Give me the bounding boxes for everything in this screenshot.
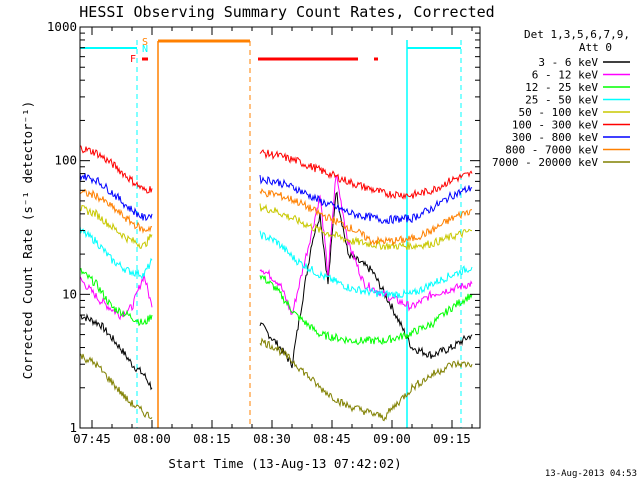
legend-title-line1: Det 1,3,5,6,7,9,: [524, 28, 630, 41]
legend-entry-label: 3 - 6 keV: [538, 56, 598, 69]
series-line-6-1: [259, 174, 473, 225]
series-line-1-0: [79, 273, 153, 321]
series-line-7-1: [259, 187, 473, 247]
series-line-8-1: [259, 337, 473, 422]
y-tick-label: 10: [62, 286, 77, 301]
legend-entry-label: 300 - 800 keV: [512, 131, 598, 144]
x-tick-label: 08:15: [193, 431, 231, 446]
series-line-4-0: [79, 204, 153, 250]
legend-title-line2: Att 0: [579, 41, 612, 54]
series-line-5-1: [259, 149, 473, 200]
y-tick-label: 1: [69, 420, 77, 435]
x-tick-label: 08:45: [313, 431, 351, 446]
series-line-4-1: [259, 203, 472, 251]
attenuator-flags: SNF: [80, 37, 462, 428]
legend-entry-label: 100 - 300 keV: [512, 119, 598, 132]
series-line-3-1: [259, 230, 473, 299]
x-tick-label: 09:00: [373, 431, 411, 446]
y-tick-label: 1000: [47, 19, 77, 34]
series-line-0-0: [79, 313, 153, 391]
series-line-1-1: [259, 175, 473, 316]
legend-entry-label: 12 - 25 keV: [525, 81, 598, 94]
footer-date: 13-Aug-2013 04:53: [545, 469, 637, 479]
x-tick-label: 07:45: [73, 431, 111, 446]
series-line-0-1: [259, 191, 473, 369]
series-line-2-0: [79, 267, 153, 327]
flag-s-label: S: [142, 37, 148, 48]
series-line-7-0: [79, 188, 153, 234]
x-tick-label: 08:30: [253, 431, 291, 446]
series-line-5-0: [79, 145, 153, 194]
series-line-2-1: [259, 275, 473, 346]
series-line-8-0: [79, 353, 153, 420]
legend-entry-label: 50 - 100 keV: [519, 106, 599, 119]
flag-f-label: F: [130, 54, 136, 65]
series-layer: [79, 145, 473, 422]
legend-entry-label: 7000 - 20000 keV: [492, 156, 598, 169]
x-tick-label: 09:15: [433, 431, 471, 446]
x-tick-label: 08:00: [133, 431, 171, 446]
legend-entry-label: 6 - 12 keV: [532, 69, 599, 82]
legend-entry-label: 800 - 7000 keV: [505, 144, 598, 157]
series-line-3-0: [79, 226, 153, 280]
y-tick-label: 100: [54, 153, 77, 168]
plot-frame: [79, 26, 481, 429]
legend-entry-label: 25 - 50 keV: [525, 94, 598, 107]
y-axis-label: Corrected Count Rate (s⁻¹ detector⁻¹): [20, 101, 35, 379]
axes: 07:45 08:00 08:15 08:30 08:45 09:00 09:15 1 10 10…: [47, 19, 481, 446]
x-axis-label: Start Time (13-Aug-13 07:42:02): [168, 456, 401, 471]
series-line-6-0: [79, 172, 153, 222]
chart-title: HESSI Observing Summary Count Rates, Cor…: [79, 3, 494, 21]
flag-n-label: N: [142, 44, 148, 55]
